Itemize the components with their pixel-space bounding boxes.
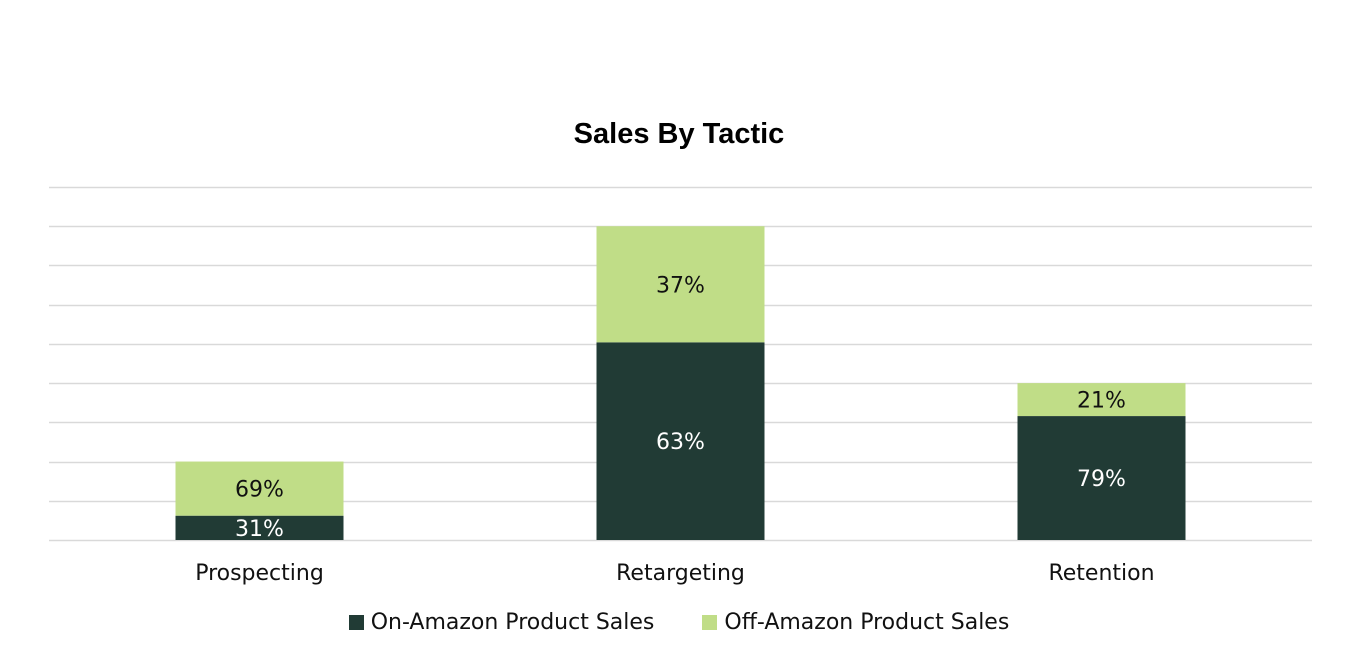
x-tick-label: Retention <box>1048 561 1154 586</box>
bar-segment-retargeting-on-amazon <box>596 342 765 540</box>
data-label: 63% <box>656 430 705 455</box>
bar-segment-prospecting-off-amazon <box>175 461 344 516</box>
bar-segment-retargeting-off-amazon <box>596 226 765 343</box>
data-label: 69% <box>235 478 284 503</box>
bar-segment-retention-on-amazon <box>1017 416 1186 540</box>
x-tick-label: Retargeting <box>616 561 745 586</box>
bar-segment-prospecting-on-amazon <box>175 515 344 540</box>
x-tick-label: Prospecting <box>195 561 324 586</box>
data-label: 37% <box>656 273 705 298</box>
legend-item-on-amazon: On-Amazon Product Sales <box>348 610 655 635</box>
data-label: 31% <box>235 517 284 542</box>
legend-item-off-amazon: Off-Amazon Product Sales <box>702 610 1009 635</box>
data-label: 21% <box>1077 389 1126 414</box>
legend-swatch-on-amazon <box>348 615 364 630</box>
bar-segment-retention-off-amazon <box>1017 383 1186 417</box>
data-label: 79% <box>1077 467 1126 492</box>
legend-label-off-amazon: Off-Amazon Product Sales <box>724 610 1010 635</box>
legend-label-on-amazon: On-Amazon Product Sales <box>370 610 655 635</box>
legend-swatch-off-amazon <box>702 615 718 630</box>
legend: On-Amazon Product Sales Off-Amazon Produ… <box>0 610 1358 635</box>
chart-title: Sales By Tactic <box>573 118 785 150</box>
